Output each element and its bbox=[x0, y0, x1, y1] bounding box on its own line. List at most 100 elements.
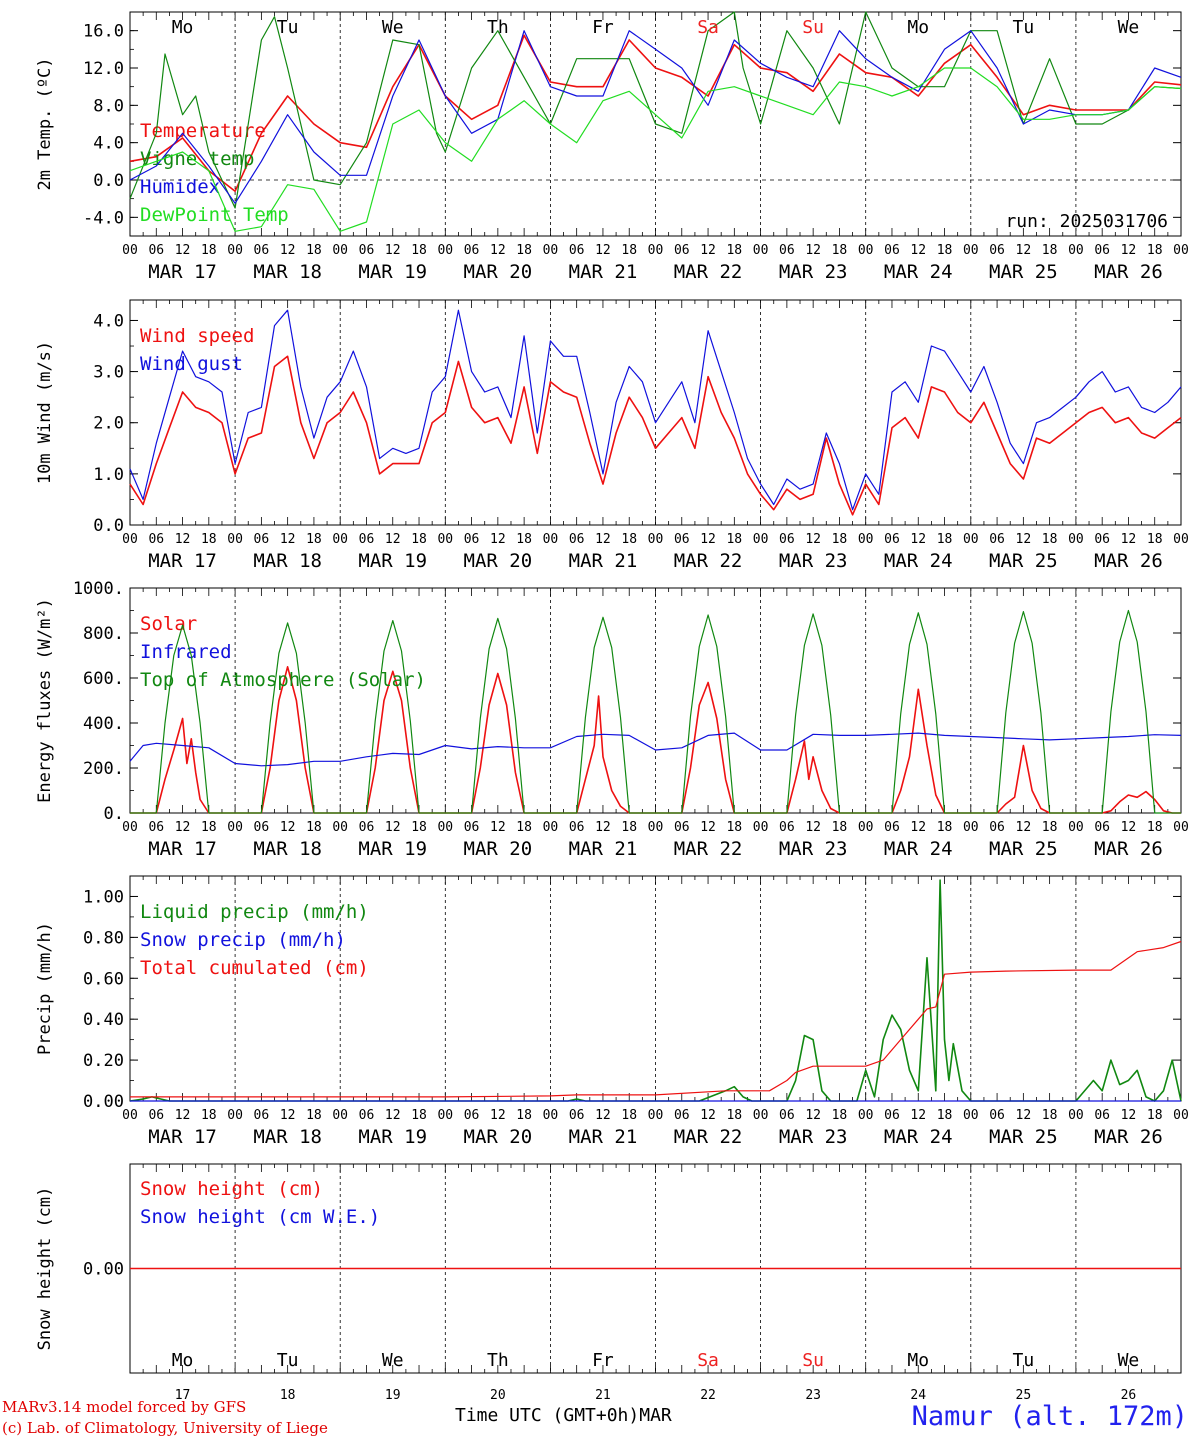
weekday-label-bottom: Tu bbox=[1013, 1350, 1035, 1371]
time-axis-month: MAR bbox=[639, 1405, 672, 1426]
hour-tick-label: 18 bbox=[937, 1108, 953, 1123]
hour-tick-label: 06 bbox=[464, 243, 480, 258]
weekday-label-top: Su bbox=[802, 17, 824, 38]
series-line bbox=[129, 732, 1182, 767]
weekday-label-bottom: Fr bbox=[592, 1350, 614, 1371]
hour-tick-label: 12 bbox=[700, 1108, 716, 1123]
hour-tick-label: 06 bbox=[569, 820, 585, 835]
hour-tick-label: 18 bbox=[832, 243, 848, 258]
panel-1: -4.0 0.0 4.0 8.0 12.0 16.0 2m Temp. (ºC) 00 06 12… bbox=[35, 11, 1189, 283]
legend-entry: Humidex bbox=[140, 176, 220, 198]
hour-tick-label: 12 bbox=[280, 820, 296, 835]
hour-tick-label: 12 bbox=[910, 820, 926, 835]
y-tick-label: 0.00 bbox=[83, 1092, 124, 1112]
hour-tick-label: 06 bbox=[884, 243, 900, 258]
hour-tick-label: 18 bbox=[937, 820, 953, 835]
plot-frame bbox=[129, 587, 1182, 814]
weekday-label-top: Tu bbox=[277, 17, 299, 38]
hour-tick-label: 06 bbox=[989, 1108, 1005, 1123]
y-tick-label: 1000. bbox=[73, 579, 124, 599]
day-label: MAR 17 bbox=[148, 838, 217, 860]
day-label: MAR 21 bbox=[569, 1126, 638, 1148]
hour-tick-label: 00 bbox=[437, 243, 453, 258]
day-label: MAR 26 bbox=[1094, 838, 1163, 860]
day-number-label: 26 bbox=[1121, 1388, 1137, 1403]
hour-tick-label: 00 bbox=[543, 820, 559, 835]
hour-tick-label: 12 bbox=[1121, 532, 1137, 547]
day-label: MAR 20 bbox=[464, 550, 533, 572]
legend-entry: Snow precip (mm/h) bbox=[140, 929, 346, 951]
hour-tick-label: 06 bbox=[254, 532, 270, 547]
series-line bbox=[129, 11, 1182, 209]
hour-tick-label: 06 bbox=[989, 820, 1005, 835]
hour-tick-label: 18 bbox=[726, 1108, 742, 1123]
hour-tick-label: 12 bbox=[805, 820, 821, 835]
y-tick-label: 400. bbox=[83, 714, 124, 734]
hour-tick-label: 06 bbox=[1094, 820, 1110, 835]
weekday-label-bottom: Th bbox=[487, 1350, 509, 1371]
day-label: MAR 23 bbox=[779, 838, 848, 860]
legend-entry: Snow height (cm) bbox=[140, 1178, 323, 1200]
hour-tick-label: 00 bbox=[753, 532, 769, 547]
hour-tick-label: 06 bbox=[674, 820, 690, 835]
hour-tick-label: 00 bbox=[332, 532, 348, 547]
hour-tick-label: 00 bbox=[122, 532, 138, 547]
hour-tick-label: 06 bbox=[359, 243, 375, 258]
hour-tick-label: 00 bbox=[858, 532, 874, 547]
hour-tick-label: 06 bbox=[464, 1108, 480, 1123]
day-label: MAR 24 bbox=[884, 261, 953, 283]
hour-tick-label: 06 bbox=[359, 820, 375, 835]
weekday-label-bottom: Su bbox=[802, 1350, 824, 1371]
hour-tick-label: 06 bbox=[884, 820, 900, 835]
weekday-label-top: Sa bbox=[697, 17, 719, 38]
hour-tick-label: 00 bbox=[122, 1108, 138, 1123]
day-number-label: 19 bbox=[385, 1388, 401, 1403]
hour-tick-label: 06 bbox=[779, 532, 795, 547]
series-line bbox=[130, 609, 1181, 814]
legend-entry: Infrared bbox=[140, 641, 232, 663]
hour-tick-label: 18 bbox=[832, 1108, 848, 1123]
hour-tick-label: 06 bbox=[674, 243, 690, 258]
panel-4: 0.00 0.20 0.40 0.60 0.80 1.00 Precip (mm/h) 00 0… bbox=[35, 875, 1189, 1148]
hour-tick-label: 12 bbox=[805, 243, 821, 258]
series-line bbox=[129, 879, 1182, 1102]
hour-tick-label: 06 bbox=[1094, 532, 1110, 547]
hour-tick-label: 06 bbox=[674, 1108, 690, 1123]
panel-5: 0.00 Snow height (cm) Snow height (cm) Snow… bbox=[35, 1163, 1182, 1374]
hour-tick-label: 18 bbox=[306, 243, 322, 258]
hour-tick-label: 18 bbox=[1147, 532, 1163, 547]
y-tick-label: 3.0 bbox=[93, 363, 124, 383]
weekday-label-top: Th bbox=[487, 17, 509, 38]
weekday-label-top: Mo bbox=[172, 17, 194, 38]
hour-tick-label: 00 bbox=[858, 243, 874, 258]
day-label: MAR 22 bbox=[674, 550, 743, 572]
y-tick-label: 8.0 bbox=[93, 96, 124, 116]
hour-tick-label: 06 bbox=[359, 532, 375, 547]
hour-tick-label: 12 bbox=[1016, 532, 1032, 547]
hour-tick-label: 00 bbox=[227, 243, 243, 258]
day-label: MAR 21 bbox=[569, 261, 638, 283]
hour-tick-label: 00 bbox=[227, 820, 243, 835]
day-label: MAR 18 bbox=[253, 261, 322, 283]
y-tick-label: 16.0 bbox=[83, 22, 124, 42]
hour-tick-label: 00 bbox=[332, 243, 348, 258]
hour-tick-label: 18 bbox=[937, 532, 953, 547]
day-label: MAR 26 bbox=[1094, 550, 1163, 572]
day-label: MAR 26 bbox=[1094, 1126, 1163, 1148]
hour-tick-label: 18 bbox=[201, 820, 217, 835]
day-number-label: 22 bbox=[700, 1388, 716, 1403]
day-label: MAR 19 bbox=[358, 838, 427, 860]
hour-tick-label: 12 bbox=[595, 532, 611, 547]
y-tick-label: 800. bbox=[83, 624, 124, 644]
day-label: MAR 23 bbox=[779, 261, 848, 283]
weekday-label-bottom: We bbox=[382, 1350, 404, 1371]
day-label: MAR 22 bbox=[674, 838, 743, 860]
y-tick-label: 2.0 bbox=[93, 414, 124, 434]
hour-tick-label: 06 bbox=[569, 532, 585, 547]
y-tick-label: 4.0 bbox=[93, 134, 124, 154]
hour-tick-label: 18 bbox=[1042, 243, 1058, 258]
hour-tick-label: 18 bbox=[726, 820, 742, 835]
hour-tick-label: 18 bbox=[1042, 820, 1058, 835]
weekday-label-top: Mo bbox=[907, 17, 929, 38]
